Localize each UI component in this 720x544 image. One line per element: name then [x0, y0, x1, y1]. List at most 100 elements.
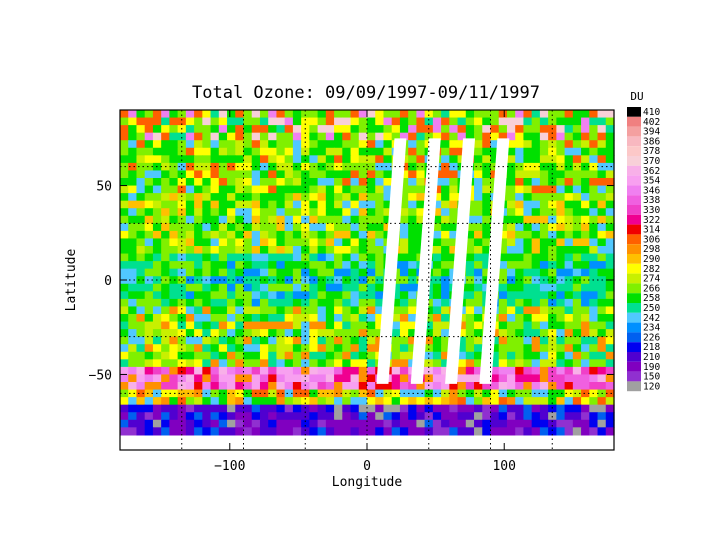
ozone-cell: [218, 215, 228, 224]
ozone-cell: [358, 351, 368, 360]
ozone-cell: [581, 178, 590, 187]
ozone-cell: [474, 374, 483, 383]
ozone-cell: [482, 193, 492, 202]
ozone-cell: [251, 366, 261, 376]
ozone-cell: [597, 427, 607, 436]
ozone-cell: [358, 238, 368, 247]
ozone-cell: [367, 110, 376, 119]
ozone-cell: [268, 298, 278, 308]
ozone-cell: [136, 412, 146, 421]
ozone-cell: [235, 283, 245, 292]
ozone-cell: [457, 397, 467, 406]
ozone-cell: [227, 427, 236, 436]
ozone-cell: [227, 283, 236, 292]
ozone-cell: [350, 374, 360, 383]
ozone-cell: [268, 117, 278, 126]
x-tick-label: −100: [214, 459, 245, 474]
ozone-cell: [235, 261, 245, 270]
ozone-cell: [284, 291, 294, 300]
ozone-cell: [185, 238, 195, 247]
ozone-cell: [342, 155, 352, 164]
ozone-cell: [136, 336, 146, 345]
ozone-cell: [449, 238, 459, 247]
ozone-cell: [251, 238, 261, 247]
ozone-cell: [498, 344, 508, 353]
ozone-cell: [506, 200, 516, 209]
ozone-cell: [474, 185, 483, 194]
ozone-cell: [498, 230, 508, 240]
ozone-cell: [515, 314, 525, 323]
ozone-cell: [375, 238, 385, 247]
ozone-cell: [152, 253, 162, 262]
ozone-cell: [276, 147, 286, 156]
ozone-cell: [342, 238, 352, 247]
ozone-cell: [194, 389, 203, 398]
ozone-cell: [309, 412, 319, 421]
ozone-cell: [605, 117, 615, 126]
ozone-cell: [185, 170, 195, 179]
colorbar-label: 120: [643, 381, 660, 392]
ozone-cell: [301, 132, 310, 141]
ozone-cell: [169, 208, 179, 217]
ozone-cell: [194, 412, 203, 421]
ozone-cell: [358, 200, 368, 209]
ozone-cell: [350, 336, 360, 345]
ozone-cell: [506, 155, 516, 164]
ozone-cell: [548, 253, 557, 262]
ozone-cell: [408, 397, 417, 406]
colorbar-label: 266: [643, 283, 660, 294]
ozone-cell: [424, 329, 434, 338]
ozone-cell: [597, 246, 607, 255]
ozone-cell: [441, 223, 450, 232]
ozone-cell: [416, 223, 426, 232]
ozone-cell: [342, 253, 352, 262]
ozone-cell: [556, 132, 566, 141]
ozone-cell: [350, 306, 360, 315]
ozone-cell: [572, 314, 582, 323]
colorbar-label: 150: [643, 372, 660, 383]
ozone-cell: [128, 382, 138, 391]
ozone-cell: [235, 230, 245, 240]
ozone-cell: [432, 389, 442, 398]
ozone-cell: [523, 404, 533, 413]
ozone-cell: [408, 253, 417, 262]
ozone-cell: [498, 374, 508, 383]
ozone-cell: [506, 268, 516, 277]
ozone-cell: [432, 306, 442, 315]
ozone-cell: [161, 261, 170, 270]
ozone-cell: [227, 359, 236, 368]
ozone-cell: [589, 193, 599, 202]
ozone-cell: [597, 291, 607, 300]
ozone-cell: [523, 359, 533, 368]
ozone-cell: [523, 140, 533, 149]
ozone-cell: [276, 170, 286, 179]
ozone-cell: [152, 268, 162, 277]
ozone-cell: [482, 427, 492, 436]
ozone-cell: [441, 268, 450, 277]
ozone-cell: [490, 404, 500, 413]
ozone-cell: [227, 366, 236, 376]
ozone-cell: [284, 419, 294, 428]
ozone-cell: [350, 140, 360, 149]
ozone-cell: [581, 389, 590, 398]
ozone-cell: [367, 200, 376, 209]
ozone-cell: [367, 215, 376, 224]
ozone-cell: [515, 200, 525, 209]
ozone-cell: [531, 268, 541, 277]
ozone-cell: [564, 132, 574, 141]
ozone-cell: [317, 178, 327, 187]
ozone-cell: [515, 321, 525, 330]
ozone-cell: [284, 283, 294, 292]
ozone-cell: [605, 215, 615, 224]
ozone-cell: [548, 427, 557, 436]
ozone-cell: [391, 298, 401, 308]
ozone-cell: [243, 397, 253, 406]
ozone-cell: [194, 321, 203, 330]
ozone-cell: [128, 155, 138, 164]
ozone-cell: [235, 329, 245, 338]
ozone-cell: [432, 276, 442, 285]
ozone-cell: [506, 283, 516, 292]
ozone-cell: [202, 283, 212, 292]
ozone-cell: [334, 238, 343, 247]
ozone-cell: [342, 261, 352, 270]
